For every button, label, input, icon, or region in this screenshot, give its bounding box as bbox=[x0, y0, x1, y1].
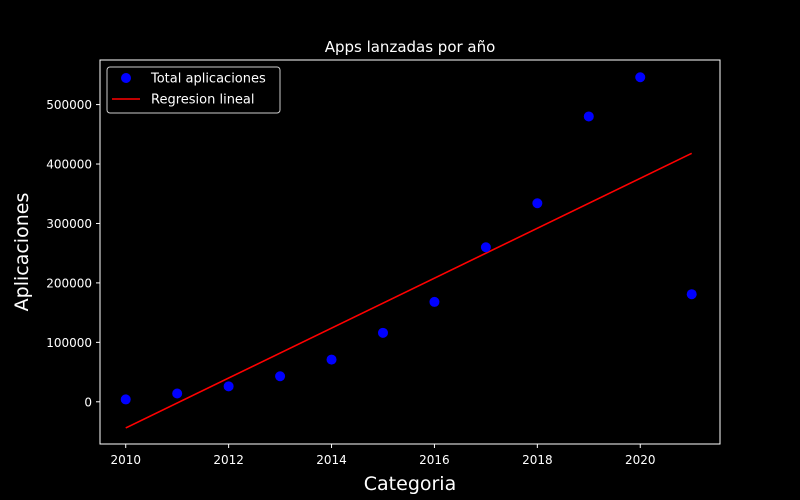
scatter-point bbox=[326, 354, 337, 365]
legend-label-regresion-lineal: Regresion lineal bbox=[151, 93, 255, 108]
scatter-point bbox=[429, 296, 440, 307]
scatter-point bbox=[275, 371, 286, 382]
scatter-point bbox=[635, 72, 646, 83]
y-tick-label: 400000 bbox=[46, 158, 92, 172]
x-tick-label: 2014 bbox=[316, 453, 347, 467]
legend-label-total-aplicaciones: Total aplicaciones bbox=[150, 72, 266, 87]
y-tick-label: 500000 bbox=[46, 98, 92, 112]
y-tick-label: 0 bbox=[84, 395, 92, 409]
scatter-point bbox=[120, 394, 131, 405]
x-tick-label: 2012 bbox=[213, 453, 244, 467]
scatter-point bbox=[532, 198, 543, 209]
y-tick-label: 100000 bbox=[46, 336, 92, 350]
x-tick-label: 2016 bbox=[419, 453, 450, 467]
x-axis-title: Categoria bbox=[364, 473, 456, 495]
x-tick-label: 2020 bbox=[625, 453, 656, 467]
legend: Total aplicaciones Regresion lineal bbox=[106, 66, 281, 114]
series-layer bbox=[120, 72, 697, 429]
x-axis-ticks: 2010 2012 2014 2016 2018 2020 bbox=[110, 444, 656, 467]
y-tick-label: 300000 bbox=[46, 217, 92, 231]
regression-line bbox=[125, 152, 693, 429]
y-axis-title: Aplicaciones bbox=[11, 193, 33, 312]
scatter-point bbox=[172, 388, 183, 399]
plot-area bbox=[99, 59, 721, 445]
legend-box bbox=[106, 66, 281, 114]
x-tick-label: 2018 bbox=[522, 453, 553, 467]
scatter-point bbox=[583, 111, 594, 122]
legend-marker-total-aplicaciones bbox=[121, 73, 131, 83]
y-axis-ticks: 0 100000 200000 300000 400000 500000 bbox=[46, 98, 100, 409]
scatter-point bbox=[686, 289, 697, 300]
scatter-point bbox=[480, 242, 491, 253]
y-tick-label: 200000 bbox=[46, 276, 92, 290]
chart-title: Apps lanzadas por año bbox=[325, 38, 496, 56]
scatter-point bbox=[377, 327, 388, 338]
scatter-point bbox=[223, 381, 234, 392]
x-tick-label: 2010 bbox=[110, 453, 141, 467]
